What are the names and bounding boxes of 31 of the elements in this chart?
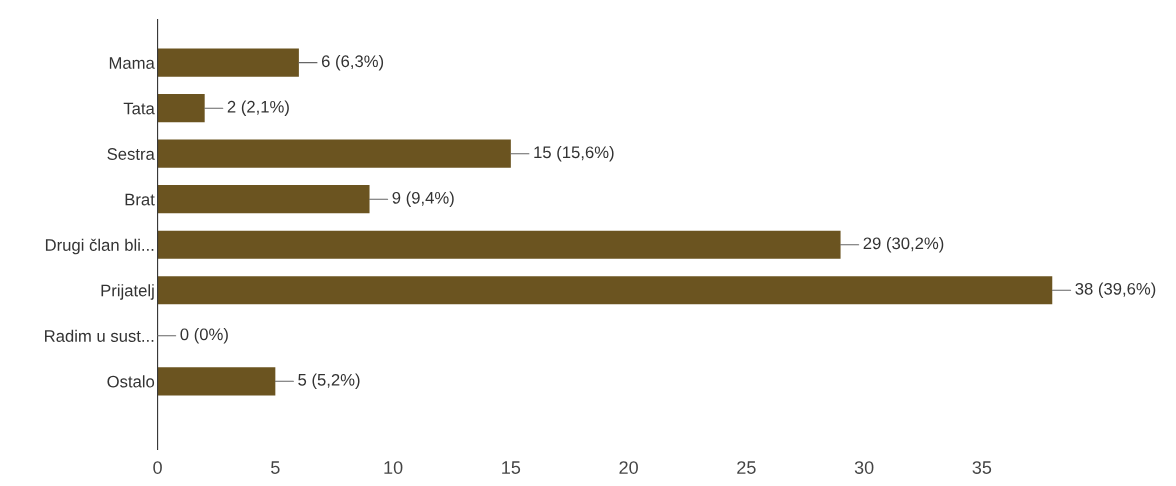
x-tick-label: 25	[737, 461, 756, 474]
data-label: 9 (9,4%)	[392, 191, 454, 207]
data-label: 15 (15,6%)	[534, 145, 614, 162]
y-tick-label: Drugi član bli...	[45, 238, 154, 255]
bar	[157, 276, 1053, 305]
y-tick-label: Mama	[109, 57, 155, 69]
x-tick-label: 35	[972, 461, 992, 474]
bar	[157, 94, 205, 123]
y-tick-label: Tata	[123, 102, 155, 115]
data-label: 6 (6,3%)	[321, 54, 384, 71]
x-tick-label: 5	[271, 461, 280, 474]
y-tick-label: Ostalo	[107, 375, 155, 388]
x-tick-label: 10	[384, 461, 403, 474]
x-tick-label: 0	[153, 461, 162, 474]
bar	[157, 230, 841, 259]
x-tick-label: 20	[619, 461, 638, 474]
bar	[157, 139, 511, 168]
bar	[157, 367, 276, 396]
y-tick-label: Prijatelj	[101, 284, 154, 300]
y-tick-label: Sestra	[107, 148, 155, 160]
y-tick-label: Brat	[125, 193, 155, 206]
data-label: 5 (5,2%)	[298, 373, 360, 390]
x-tick-label: 15	[502, 461, 521, 474]
data-label: 2 (2,1%)	[227, 100, 289, 116]
data-label: 38 (39,6%)	[1075, 282, 1156, 299]
x-tick-label: 30	[854, 461, 874, 474]
data-label: 0 (0%)	[180, 328, 228, 344]
bar	[157, 48, 299, 77]
data-label: 29 (30,2%)	[863, 236, 944, 253]
y-tick-label: Radim u sust...	[45, 329, 154, 342]
bar	[157, 185, 370, 214]
